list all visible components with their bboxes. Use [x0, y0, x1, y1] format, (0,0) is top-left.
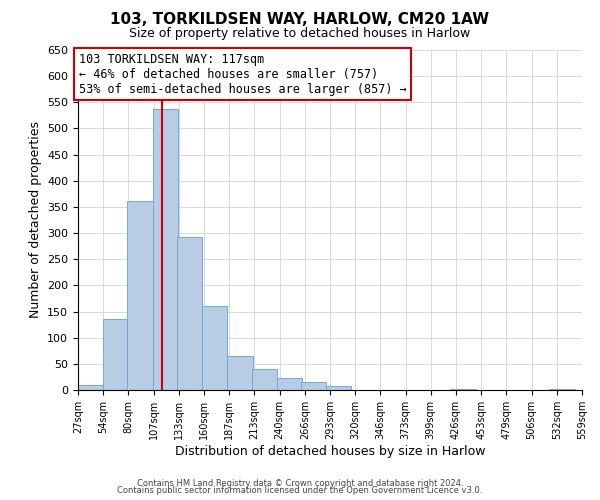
Bar: [227, 356, 253, 390]
Bar: [103, 320, 128, 390]
Text: Size of property relative to detached houses in Harlow: Size of property relative to detached ho…: [130, 28, 470, 40]
Text: Contains public sector information licensed under the Open Government Licence v3: Contains public sector information licen…: [118, 486, 482, 495]
Y-axis label: Number of detached properties: Number of detached properties: [29, 122, 41, 318]
Bar: [202, 306, 227, 390]
Bar: [78, 385, 103, 390]
Text: Contains HM Land Registry data © Crown copyright and database right 2024.: Contains HM Land Registry data © Crown c…: [137, 478, 463, 488]
X-axis label: Distribution of detached houses by size in Harlow: Distribution of detached houses by size …: [175, 444, 485, 458]
Text: 103 TORKILDSEN WAY: 117sqm
← 46% of detached houses are smaller (757)
53% of sem: 103 TORKILDSEN WAY: 117sqm ← 46% of deta…: [79, 52, 407, 96]
Text: 103, TORKILDSEN WAY, HARLOW, CM20 1AW: 103, TORKILDSEN WAY, HARLOW, CM20 1AW: [110, 12, 490, 28]
Bar: [550, 389, 575, 390]
Bar: [152, 109, 178, 390]
Bar: [451, 389, 476, 390]
Bar: [301, 382, 326, 390]
Bar: [251, 369, 277, 390]
Bar: [127, 200, 152, 390]
Bar: [326, 386, 352, 390]
Bar: [177, 236, 202, 390]
Bar: [277, 378, 302, 390]
